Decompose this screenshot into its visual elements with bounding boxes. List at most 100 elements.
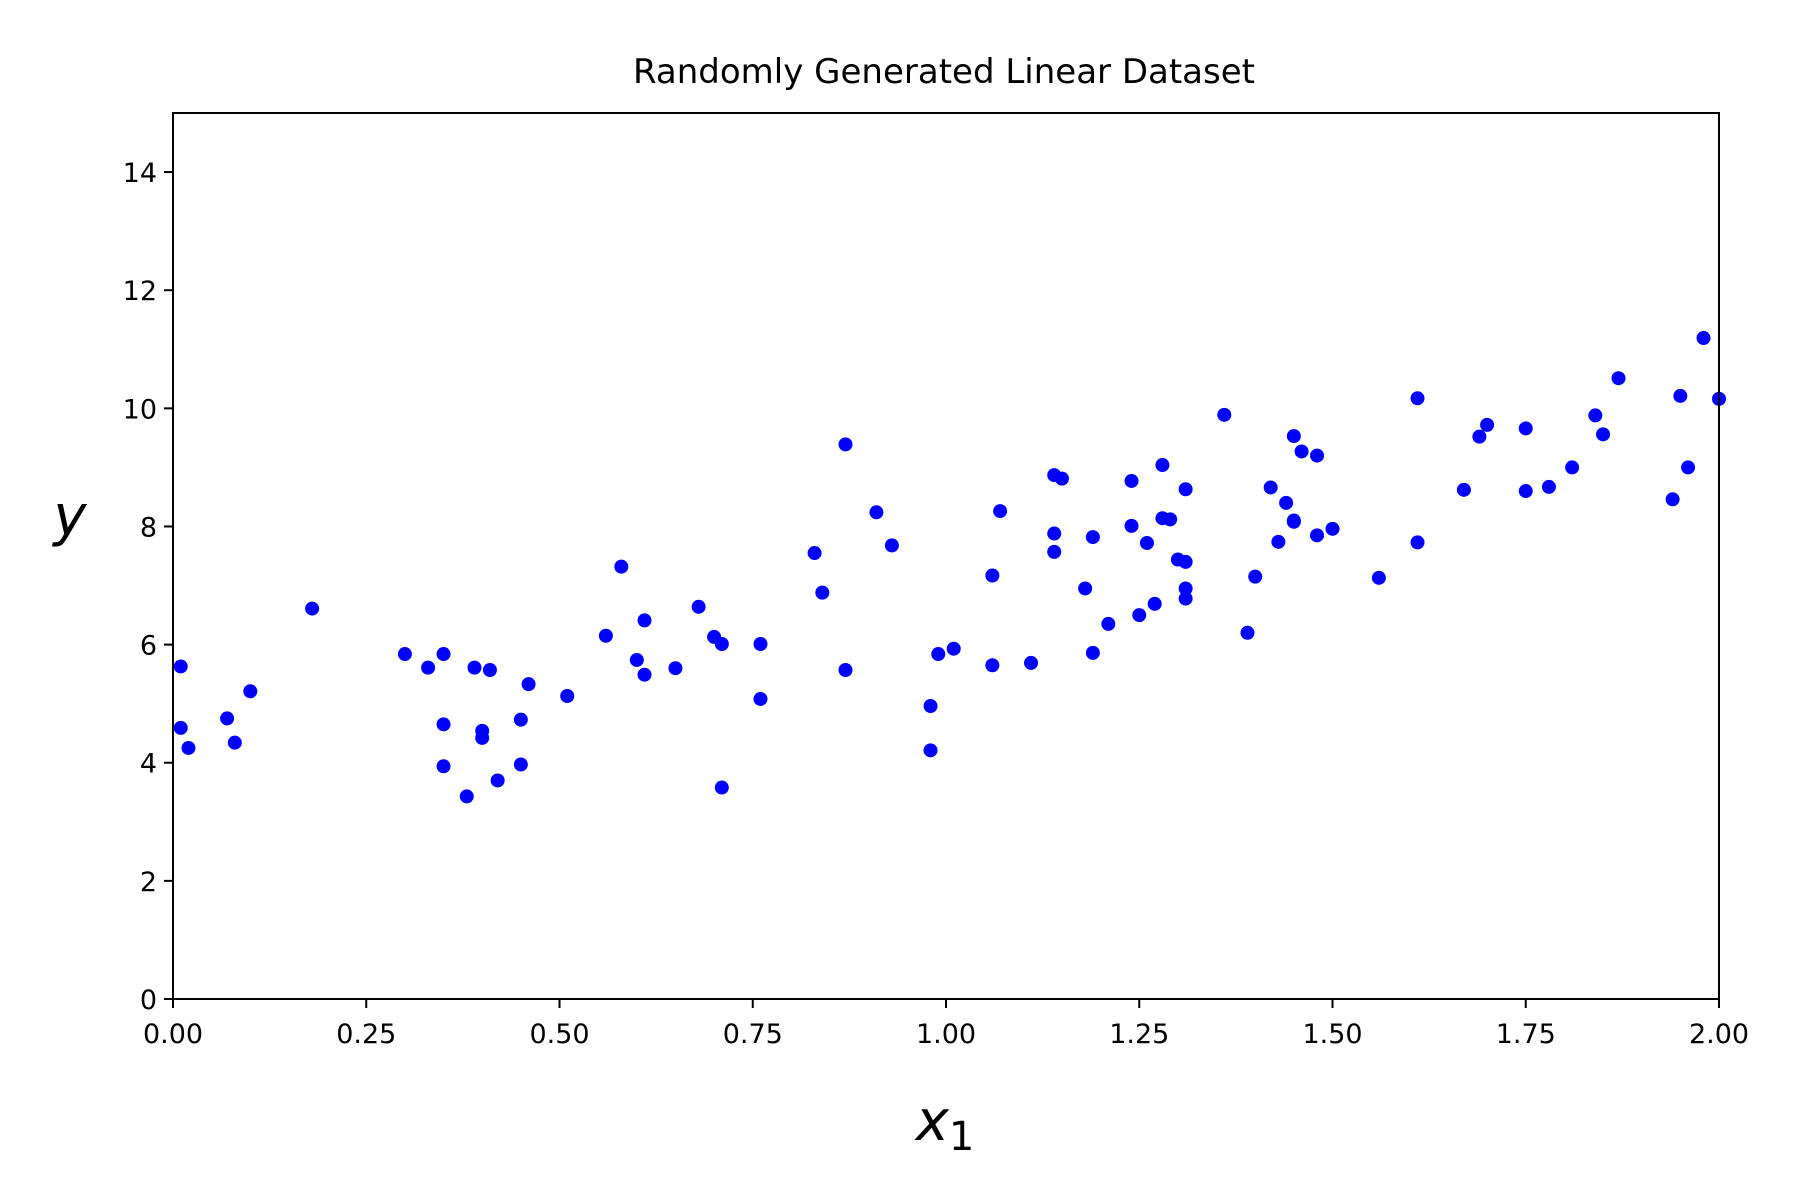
- y-tick-label: 4: [140, 749, 157, 780]
- scatter-point: [1518, 421, 1533, 436]
- x-tick-label: 2.00: [1689, 1019, 1749, 1050]
- scatter-point: [1279, 495, 1294, 510]
- scatter-point: [931, 647, 946, 662]
- scatter-point: [923, 743, 938, 758]
- scatter-point: [490, 773, 505, 788]
- scatter-point: [1673, 388, 1688, 403]
- x-axis: 0.00 0.25 0.50 0.75 1.00 1.25 1.50 1.75 2.00: [143, 999, 1749, 1050]
- scatter-point: [807, 546, 822, 561]
- scatter-point: [513, 757, 528, 772]
- x-tick-label: 0.50: [529, 1019, 589, 1050]
- scatter-point: [475, 723, 490, 738]
- scatter-point: [181, 740, 196, 755]
- scatter-point: [1271, 534, 1286, 549]
- scatter-point: [884, 538, 899, 553]
- scatter-point: [753, 691, 768, 706]
- x-tick-label: 0.25: [336, 1019, 396, 1050]
- scatter-point: [598, 628, 613, 643]
- scatter-point: [668, 661, 683, 676]
- y-tick-label: 12: [123, 276, 157, 307]
- scatter-point: [227, 735, 242, 750]
- scatter-point: [691, 599, 706, 614]
- x-axis-label-subscript: 1: [949, 1114, 974, 1160]
- scatter-point: [436, 717, 451, 732]
- scatter-point: [753, 637, 768, 652]
- plot-frame: [172, 112, 1720, 1000]
- scatter-point: [1047, 544, 1062, 559]
- scatter-point: [1024, 655, 1039, 670]
- scatter-point: [714, 637, 729, 652]
- scatter-point: [1310, 448, 1325, 463]
- y-axis: 0 2 4 6 8 10 12 14: [123, 158, 173, 1016]
- scatter-point: [1263, 480, 1278, 495]
- scatter-point: [436, 647, 451, 662]
- scatter-point: [1178, 554, 1193, 569]
- scatter-point: [1085, 530, 1100, 545]
- scatter-point: [220, 711, 235, 726]
- scatter-point: [1310, 528, 1325, 543]
- scatter-point: [1163, 512, 1178, 527]
- y-tick-label: 10: [123, 394, 157, 425]
- scatter-point: [459, 789, 474, 804]
- scatter-point: [1371, 570, 1386, 585]
- scatter-point: [1541, 479, 1556, 494]
- scatter-point: [1596, 427, 1611, 442]
- x-tick-label: 1.00: [916, 1019, 976, 1050]
- chart-title: Randomly Generated Linear Dataset: [633, 52, 1255, 92]
- scatter-point: [1325, 521, 1340, 536]
- x-tick-label: 0.00: [143, 1019, 203, 1050]
- scatter-point: [1178, 482, 1193, 497]
- scatter-point: [923, 699, 938, 714]
- scatter-point: [838, 662, 853, 677]
- scatter-point: [1124, 518, 1139, 533]
- scatter-point: [397, 647, 412, 662]
- scatter-point: [482, 662, 497, 677]
- scatter-point: [1124, 473, 1139, 488]
- scatter-point: [1286, 429, 1301, 444]
- scatter-point: [1681, 460, 1696, 475]
- scatter-point: [1565, 460, 1580, 475]
- scatter-point: [985, 568, 1000, 583]
- scatter-point: [173, 720, 188, 735]
- scatter-point: [714, 780, 729, 795]
- scatter-point: [1132, 608, 1147, 623]
- scatter-point: [1472, 429, 1487, 444]
- scatter-point: [1518, 484, 1533, 499]
- scatter-point: [614, 559, 629, 574]
- scatter-point: [1178, 591, 1193, 606]
- scatter-point: [838, 437, 853, 452]
- x-tick-label: 1.25: [1109, 1019, 1169, 1050]
- scatter-point: [637, 613, 652, 628]
- scatter-point: [946, 641, 961, 656]
- scatter-point: [1588, 408, 1603, 423]
- scatter-point: [521, 677, 536, 692]
- scatter-point: [1147, 596, 1162, 611]
- scatter-point: [993, 504, 1008, 519]
- scatter-point: [1078, 581, 1093, 596]
- scatter-point: [1240, 625, 1255, 640]
- scatter-point: [305, 601, 320, 616]
- scatter-point: [1611, 371, 1626, 386]
- scatter-point: [1480, 417, 1495, 432]
- x-tick-label: 1.50: [1302, 1019, 1362, 1050]
- scatter-point: [637, 667, 652, 682]
- scatter-point: [513, 712, 528, 727]
- y-axis-label: y: [51, 484, 87, 549]
- scatter-point: [1047, 526, 1062, 541]
- scatter-point: [1410, 391, 1425, 406]
- scatter-point: [629, 652, 644, 667]
- scatter-point: [436, 759, 451, 774]
- scatter-point: [1410, 535, 1425, 550]
- scatter-point: [560, 688, 575, 703]
- scatter-point: [1217, 407, 1232, 422]
- y-tick-label: 14: [123, 158, 157, 189]
- scatter-point: [1085, 645, 1100, 660]
- scatter-point: [1456, 482, 1471, 497]
- scatter-point: [1286, 514, 1301, 529]
- scatter-point: [1665, 492, 1680, 507]
- x-tick-label: 1.75: [1496, 1019, 1556, 1050]
- y-tick-label: 0: [140, 985, 157, 1016]
- y-tick-label: 8: [140, 512, 157, 543]
- y-tick-label: 6: [140, 631, 157, 662]
